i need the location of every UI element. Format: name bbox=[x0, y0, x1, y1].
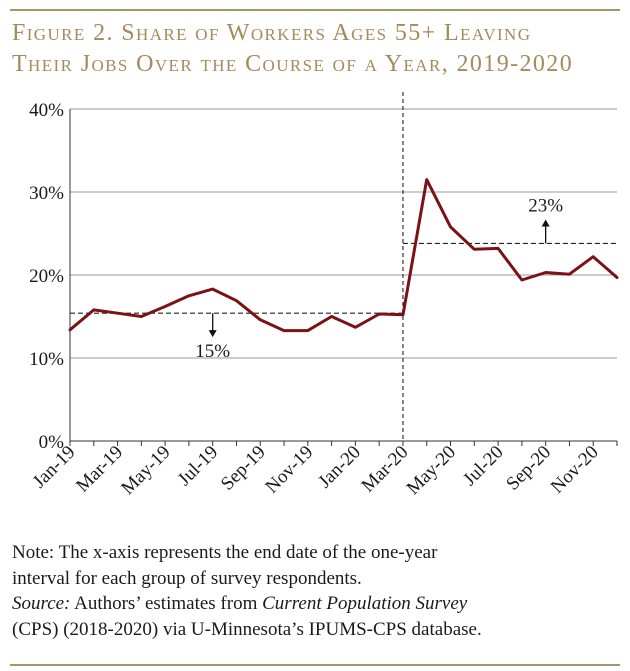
data-point bbox=[140, 315, 143, 318]
bottom-rule bbox=[10, 664, 620, 666]
reference-lines: 15% 23% bbox=[70, 92, 617, 441]
data-point bbox=[211, 287, 214, 291]
y-tick-label: 20% bbox=[29, 266, 64, 287]
source-survey-name: Current Population Survey bbox=[262, 593, 468, 614]
y-tick-label: 0% bbox=[39, 432, 65, 453]
x-tick-label: Nov-19 bbox=[261, 442, 317, 498]
source-line-2: (CPS) (2018-2020) via U-Minnesota’s IPUM… bbox=[12, 618, 482, 640]
x-tick-label: Mar-20 bbox=[358, 442, 413, 497]
x-tick-label: May-20 bbox=[403, 442, 460, 499]
data-point bbox=[116, 311, 119, 315]
x-tick-label: Nov-20 bbox=[547, 442, 603, 498]
top-rule bbox=[10, 9, 620, 11]
x-tick-label: Sep-19 bbox=[217, 442, 270, 495]
data-point bbox=[163, 305, 167, 308]
title-line-1: Figure 2. Share of Workers Ages 55+ Leav… bbox=[12, 20, 532, 46]
data-point bbox=[92, 308, 95, 312]
data-point bbox=[330, 315, 333, 318]
x-tick-label: Jul-20 bbox=[459, 442, 507, 490]
data-point bbox=[282, 329, 286, 332]
data-point bbox=[354, 326, 357, 329]
x-tick-label: Jan-20 bbox=[314, 442, 365, 493]
title-line-2: Their Jobs Over the Course of a Year, 20… bbox=[12, 51, 574, 77]
reference-label-1: 15% bbox=[195, 341, 230, 362]
reference-label-2: 23% bbox=[528, 195, 563, 216]
figure-notes: Note: The x-axis represents the end date… bbox=[12, 540, 622, 642]
axes bbox=[69, 109, 618, 446]
data-point bbox=[401, 313, 405, 317]
data-point bbox=[544, 271, 547, 274]
data-point bbox=[568, 272, 571, 276]
data-point bbox=[615, 276, 619, 279]
data-point bbox=[425, 178, 428, 181]
series-layer bbox=[68, 178, 619, 333]
source-label: Source: bbox=[12, 593, 71, 614]
data-point bbox=[449, 225, 452, 229]
y-tick-label: 10% bbox=[29, 349, 64, 370]
data-point bbox=[259, 318, 262, 322]
x-tick-label: Sep-20 bbox=[502, 442, 555, 495]
note-line-1: Note: The x-axis represents the end date… bbox=[12, 542, 438, 563]
note-line-2: interval for each group of survey respon… bbox=[12, 567, 362, 589]
data-point bbox=[496, 247, 500, 250]
source-text-a: Authors’ estimates from bbox=[70, 593, 263, 614]
y-tick-label: 30% bbox=[29, 183, 64, 204]
data-point bbox=[235, 299, 238, 302]
x-tick-label: May-19 bbox=[117, 442, 174, 499]
grid-lines bbox=[70, 108, 617, 359]
x-tick-label: Jul-19 bbox=[174, 442, 222, 490]
data-point bbox=[306, 329, 310, 332]
y-tick-label: 40% bbox=[29, 100, 64, 121]
reference-arrow-head bbox=[541, 219, 550, 227]
source-line-1: Source: Authors’ estimates from Current … bbox=[12, 591, 622, 617]
x-tick-label: Mar-19 bbox=[72, 442, 127, 497]
data-point bbox=[187, 294, 191, 297]
data-point bbox=[473, 248, 476, 251]
data-point bbox=[68, 328, 72, 331]
reference-arrow-head bbox=[208, 330, 217, 338]
data-point bbox=[377, 312, 381, 316]
figure-title: Figure 2. Share of Workers Ages 55+ Leav… bbox=[12, 18, 618, 80]
series-line-1 bbox=[68, 178, 619, 333]
data-point bbox=[520, 278, 524, 282]
data-point bbox=[592, 255, 595, 258]
